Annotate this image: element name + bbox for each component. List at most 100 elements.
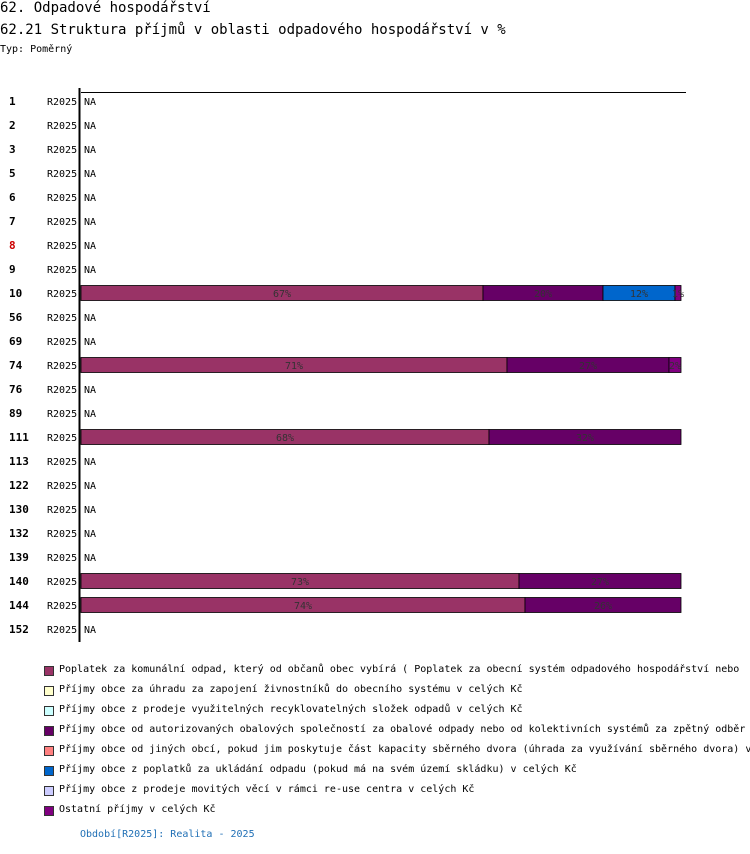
na-label: NA — [84, 169, 96, 180]
row-id-label: 8 — [9, 239, 16, 252]
bar-value-label: 26% — [594, 601, 612, 612]
row-period-label: R2025 — [47, 577, 77, 588]
row-id-label: 89 — [9, 407, 22, 420]
row-period-label: R2025 — [47, 145, 77, 156]
chart-type-label: Typ: Poměrný — [0, 44, 73, 55]
na-label: NA — [84, 337, 96, 348]
na-label: NA — [84, 481, 96, 492]
row-period-label: R2025 — [47, 625, 77, 636]
bar-value-label: 73% — [291, 577, 309, 588]
bar-value-label: 1% — [672, 289, 684, 300]
na-label: NA — [84, 313, 96, 324]
legend-label: Příjmy obce za úhradu za zapojení živnos… — [59, 684, 523, 695]
legend-swatch — [44, 666, 54, 676]
legend-swatch — [44, 786, 54, 796]
legend-label: Ostatní příjmy v celých Kč — [59, 804, 216, 815]
na-label: NA — [84, 529, 96, 540]
row-period-label: R2025 — [47, 553, 77, 564]
legend-swatch — [44, 706, 54, 716]
row-id-label: 139 — [9, 551, 29, 564]
bar-value-label: 68% — [276, 433, 294, 444]
na-label: NA — [84, 457, 96, 468]
row-id-label: 76 — [9, 383, 23, 396]
na-label: NA — [84, 265, 96, 276]
bar-segment — [518, 573, 682, 589]
row-id-label: 1 — [9, 95, 16, 108]
legend-label: Příjmy obce z poplatků za ukládání odpad… — [59, 764, 577, 775]
bar-segment — [488, 429, 682, 445]
bar-segment — [524, 597, 682, 613]
row-period-label: R2025 — [47, 529, 77, 540]
legend-swatch — [44, 726, 54, 736]
legend-swatch — [44, 766, 54, 776]
row-id-label: 74 — [9, 359, 23, 372]
legend-label: Příjmy obce od autorizovaných obalových … — [59, 724, 746, 735]
row-id-label: 113 — [9, 455, 29, 468]
row-period-label: R2025 — [47, 481, 77, 492]
row-period-label: R2025 — [47, 385, 77, 396]
row-period-label: R2025 — [47, 217, 77, 228]
row-id-label: 132 — [9, 527, 29, 540]
bar-segment — [674, 285, 682, 301]
row-period-label: R2025 — [47, 409, 77, 420]
row-period-label: R2025 — [47, 241, 77, 252]
na-label: NA — [84, 625, 96, 636]
row-period-label: R2025 — [47, 313, 77, 324]
row-id-label: 122 — [9, 479, 29, 492]
row-period-label: R2025 — [47, 601, 77, 612]
row-period-label: R2025 — [47, 433, 77, 444]
legend-label: Poplatek za komunální odpad, který od ob… — [59, 664, 740, 675]
row-period-label: R2025 — [47, 505, 77, 516]
chart-title: 62.21 Struktura příjmů v oblasti odpadov… — [0, 22, 506, 38]
row-period-label: R2025 — [47, 169, 77, 180]
na-label: NA — [84, 193, 96, 204]
legend-label: Příjmy obce od jiných obcí, pokud jim po… — [59, 744, 750, 755]
bar-value-label: 27% — [591, 577, 609, 588]
legend-label: Příjmy obce z prodeje využitelných recyk… — [59, 704, 523, 715]
row-id-label: 2 — [9, 119, 16, 132]
bar-value-label: 74% — [294, 601, 312, 612]
row-period-label: R2025 — [47, 337, 77, 348]
legend-swatch — [44, 806, 54, 816]
page-title: 62. Odpadové hospodářství — [0, 0, 211, 16]
bar-segment — [668, 357, 682, 373]
row-period-label: R2025 — [47, 361, 77, 372]
row-id-label: 69 — [9, 335, 22, 348]
row-id-label: 6 — [9, 191, 16, 204]
period-footer: Období[R2025]: Realita - 2025 — [80, 829, 255, 840]
chart-area: 1 R2025 NA 2 R2025 NA 3 R2025 NA 5 R2025 NA 6 R2025 NA… — [9, 88, 686, 642]
na-label: NA — [84, 505, 96, 516]
row-id-label: 152 — [9, 623, 29, 636]
bar-value-label: 32% — [576, 433, 594, 444]
row-period-label: R2025 — [47, 265, 77, 276]
row-id-label: 140 — [9, 575, 29, 588]
row-id-label: 111 — [9, 431, 29, 444]
bar-value-label: 20% — [534, 289, 552, 300]
legend-swatch — [44, 746, 54, 756]
row-period-label: R2025 — [47, 289, 77, 300]
na-label: NA — [84, 385, 96, 396]
na-label: NA — [84, 241, 96, 252]
row-id-label: 144 — [9, 599, 29, 612]
row-period-label: R2025 — [47, 457, 77, 468]
row-id-label: 5 — [9, 167, 16, 180]
row-id-label: 9 — [9, 263, 16, 276]
bar-value-label: 2% — [669, 361, 681, 372]
legend-label: Příjmy obce z prodeje movitých věcí v rá… — [59, 784, 475, 795]
na-label: NA — [84, 553, 96, 564]
legend-swatch — [44, 686, 54, 696]
bar-value-label: 67% — [273, 289, 291, 300]
row-period-label: R2025 — [47, 193, 77, 204]
row-id-label: 3 — [9, 143, 16, 156]
row-period-label: R2025 — [47, 97, 77, 108]
na-label: NA — [84, 121, 96, 132]
row-id-label: 56 — [9, 311, 23, 324]
na-label: NA — [84, 409, 96, 420]
bar-value-label: 71% — [285, 361, 303, 372]
row-id-label: 10 — [9, 287, 22, 300]
na-label: NA — [84, 217, 96, 228]
row-id-label: 130 — [9, 503, 29, 516]
bar-value-label: 12% — [630, 289, 648, 300]
row-id-label: 7 — [9, 215, 16, 228]
na-label: NA — [84, 145, 96, 156]
